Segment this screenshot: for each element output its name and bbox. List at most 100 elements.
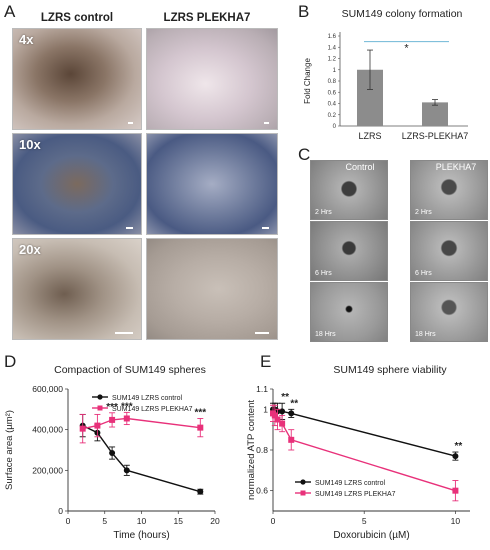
legend-label: SUM149 LZRS control: [315, 480, 385, 487]
sphere-control-6hrs: 6 Hrs: [310, 221, 388, 281]
magnification-20x: 20x: [19, 242, 41, 257]
time-label: 18 Hrs: [415, 331, 436, 338]
sphere-control-18hrs: 18 Hrs: [310, 282, 388, 342]
data-point: [197, 488, 204, 495]
y-tick-label: 1.6: [328, 34, 337, 40]
data-point: [271, 412, 278, 419]
scale-bar: [115, 332, 133, 334]
y-axis-label: Surface area (µm²): [4, 410, 15, 490]
time-label: 2 Hrs: [315, 209, 332, 216]
series-line-0: [273, 408, 456, 457]
magnification-10x: 10x: [19, 137, 41, 152]
bar-lzrs-plekha7: [422, 102, 448, 126]
micrograph-20x-control: 20x: [12, 238, 142, 340]
y-tick-label: 0.6: [328, 90, 337, 96]
y-tick-label: 0.6: [256, 486, 268, 496]
data-point: [109, 450, 116, 457]
data-point: [452, 487, 459, 494]
x-tick-label: 10: [137, 516, 147, 526]
data-point: [279, 420, 286, 427]
panel-E-letter: E: [260, 352, 272, 371]
chart-title: SUM149 colony formation: [342, 8, 463, 20]
y-tick-label: 0.2: [328, 113, 337, 119]
legend-marker: [97, 394, 103, 400]
data-point: [452, 453, 459, 460]
scale-bar: [126, 227, 133, 229]
scale-bar: [264, 122, 269, 124]
y-tick-label: 0.8: [328, 79, 337, 85]
micrograph-4x-plekha7: [146, 28, 278, 130]
data-point: [123, 467, 130, 474]
y-tick-label: 1.1: [256, 384, 268, 394]
y-tick-label: 1: [333, 68, 337, 74]
scale-bar: [255, 332, 269, 334]
data-point: [109, 416, 116, 423]
x-tick-label: 0: [271, 516, 276, 526]
x-tick-label: LZRS: [358, 131, 381, 141]
micrograph-10x-plekha7: [146, 133, 278, 235]
data-point: [288, 436, 295, 443]
y-tick-label: 0: [58, 506, 63, 516]
series-line-0: [82, 424, 201, 493]
y-tick-label: 0: [333, 124, 337, 130]
y-axis-label: normalized ATP content: [246, 400, 257, 500]
y-tick-label: 400,000: [32, 425, 63, 435]
data-point: [279, 408, 286, 415]
time-label: 6 Hrs: [415, 270, 432, 277]
chart-E-viability: 0.6 0.8 1 1.1 0 5 10 Doxorubicin (µM) normalized…: [246, 384, 470, 541]
x-tick-label: 5: [362, 516, 367, 526]
significance-annotation: **: [281, 392, 289, 403]
x-axis-label: Time (hours): [113, 530, 169, 541]
y-axis-label: Fold Change: [303, 58, 312, 104]
y-tick-label: 1.2: [328, 57, 337, 63]
panel-C-header-control: Control: [345, 162, 375, 172]
panel-C-letter: C: [298, 145, 311, 164]
legend-marker: [300, 490, 306, 496]
significance-annotation: **: [455, 441, 463, 452]
panel-A-letter: A: [4, 2, 16, 21]
panel-C-header-plekha7: PLEKHA7: [435, 162, 477, 172]
panel-A-header-control: LZRS control: [40, 12, 114, 24]
panel-A-header-plekha7: LZRS PLEKHA7: [163, 12, 251, 24]
panel-D-title: Compaction of SUM149 spheres: [54, 364, 206, 376]
chart-D-compaction: 0 200,000 400,000 600,000 0 5 10 15 20 Time (hour…: [4, 384, 220, 541]
significance-annotation: ***: [121, 401, 133, 412]
y-tick-label: 1.4: [328, 45, 337, 51]
significance-annotation: ***: [106, 402, 118, 413]
legend-marker: [300, 479, 306, 485]
time-label: 18 Hrs: [315, 331, 336, 338]
data-point: [288, 410, 295, 417]
x-tick-label: 10: [451, 516, 461, 526]
data-point: [197, 424, 204, 431]
data-point: [79, 425, 86, 432]
legend-label: SUM149 LZRS control: [112, 395, 182, 402]
sphere-control-2hrs: 2 Hrs: [310, 160, 388, 220]
y-tick-label: 0.8: [256, 445, 268, 455]
time-label: 2 Hrs: [415, 209, 432, 216]
time-label: 6 Hrs: [315, 270, 332, 277]
x-tick-label: 20: [210, 516, 220, 526]
panel-B-letter: B: [298, 2, 310, 21]
significance-star: *: [404, 43, 409, 55]
x-tick-label: LZRS-PLEKHA7: [402, 131, 469, 141]
significance-annotation: ***: [194, 407, 206, 418]
y-tick-label: 0.4: [328, 102, 337, 108]
x-tick-label: 5: [102, 516, 107, 526]
micrograph-4x-control: 4x: [12, 28, 142, 130]
x-axis-label: Doxorubicin (µM): [333, 530, 409, 541]
micrograph-20x-plekha7: [146, 238, 278, 340]
magnification-4x: 4x: [19, 32, 34, 47]
x-tick-label: 0: [66, 516, 71, 526]
scale-bar: [262, 227, 269, 229]
y-tick-label: 200,000: [32, 465, 63, 475]
legend-marker: [97, 405, 103, 411]
chart-B-colony-formation: SUM149 colony formation Fold Change 0 0.2 0.…: [303, 8, 469, 141]
data-point: [274, 416, 281, 423]
sphere-plekha7-6hrs: 6 Hrs: [410, 221, 488, 281]
sphere-plekha7-18hrs: 18 Hrs: [410, 282, 488, 342]
data-point: [94, 422, 101, 429]
y-tick-label: 600,000: [32, 384, 63, 394]
y-tick-label: 1: [263, 404, 268, 414]
micrograph-10x-control: 10x: [12, 133, 142, 235]
x-tick-label: 15: [174, 516, 184, 526]
